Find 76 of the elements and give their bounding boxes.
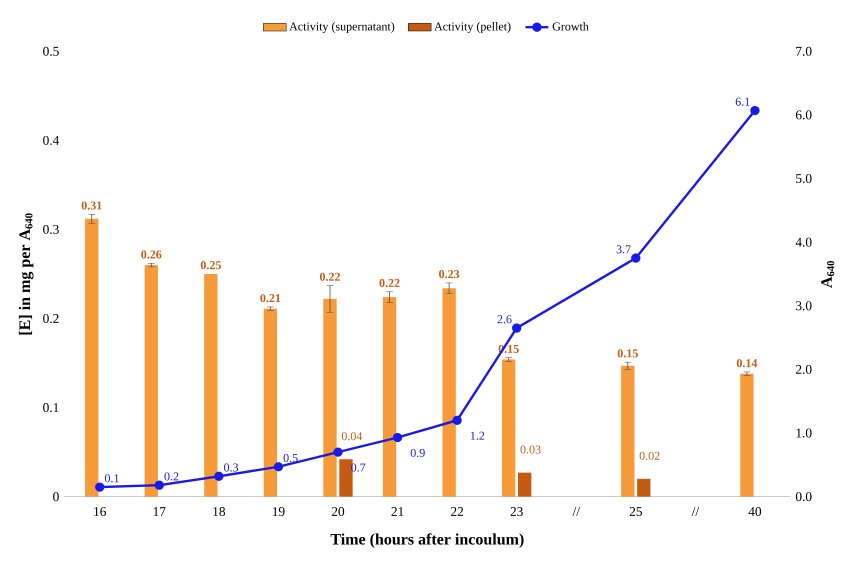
data-label: 0.02 [640, 452, 660, 460]
data-label: 0.5 [284, 454, 298, 462]
bar [339, 459, 353, 497]
x-tick-label: // [572, 507, 580, 516]
bar [637, 478, 650, 497]
data-label: 3.7 [616, 245, 631, 254]
data-label: 0.04 [342, 432, 362, 440]
bar [144, 265, 158, 497]
x-tick-label: 17 [154, 507, 166, 516]
y2-tick-label: 7.0 [796, 46, 812, 56]
point [95, 482, 104, 492]
data-label: 6.1 [736, 98, 750, 106]
data-label: 0.25 [200, 261, 221, 270]
x-tick-label: 22 [451, 507, 464, 516]
legend-label: Growth [552, 22, 589, 30]
data-label: 0.15 [618, 349, 638, 358]
point [154, 480, 164, 490]
x-tick-label: 23 [510, 507, 523, 516]
bar [85, 218, 98, 497]
point [452, 416, 462, 425]
x-tick-label: 18 [213, 507, 226, 516]
data-label: 0.21 [260, 294, 280, 302]
point [631, 253, 640, 263]
y-tick-label: 0.4 [43, 136, 60, 145]
y2-tick-label: 1.0 [796, 428, 812, 438]
bar [323, 298, 337, 497]
legend-label: Activity (supernatant) [289, 22, 394, 33]
y-tick-label: 0.2 [43, 314, 59, 324]
x-tick-label: 19 [272, 507, 285, 516]
y2-tick-label: 0.0 [796, 492, 812, 502]
data-label: 0.26 [141, 250, 162, 259]
y-tick-label: 0.5 [43, 46, 59, 56]
bar [264, 308, 278, 497]
y-tick-label: 0.3 [43, 224, 59, 234]
point [512, 323, 522, 333]
point [333, 447, 343, 457]
y2-tick-label: 6.0 [796, 110, 812, 120]
data-label: 0.3 [224, 463, 238, 472]
data-label: 0.23 [439, 270, 460, 278]
point [274, 462, 284, 472]
x-tick-label: 40 [748, 507, 762, 516]
y2-tick-label: 3.0 [796, 301, 812, 310]
data-label: 0.03 [520, 445, 541, 454]
y-tick-label: 0.1 [43, 403, 58, 412]
data-label: 0.31 [82, 201, 102, 210]
bar [518, 472, 532, 497]
x-tick-label: 16 [94, 507, 106, 516]
x-tick-label: 20 [332, 507, 344, 516]
data-label: 0.1 [104, 474, 119, 482]
x-axis-title: Time (hours after incoulum) [330, 533, 524, 548]
data-label: 0.9 [410, 448, 425, 458]
bar [621, 366, 634, 497]
data-label: 2.6 [497, 315, 512, 324]
y2-axis-title: A$_{640}$ [821, 260, 834, 288]
bar [204, 274, 218, 497]
bar [740, 374, 754, 497]
bar [382, 297, 396, 497]
bar [502, 359, 516, 497]
point [750, 106, 760, 116]
data-label: 0.22 [380, 278, 400, 288]
point [392, 432, 402, 442]
x-tick-label: // [692, 507, 700, 516]
y-tick-label: 0 [53, 492, 59, 502]
y2-tick-label: 5.0 [796, 174, 812, 184]
data-label: 0.2 [164, 472, 178, 480]
point [214, 472, 224, 481]
y2-tick-label: 4.0 [796, 238, 812, 247]
x-tick-label: 25 [630, 507, 642, 516]
legend-label: Activity (pellet) [434, 22, 511, 33]
data-label: 0.14 [736, 359, 758, 368]
data-label: 1.2 [470, 432, 484, 440]
bar [442, 288, 456, 497]
y-axis-title: [E] in mg per A$_{640}$ [18, 213, 34, 334]
data-label: 0.22 [320, 272, 340, 281]
x-tick-label: 21 [391, 507, 404, 516]
y2-tick-label: 2.0 [796, 364, 812, 374]
